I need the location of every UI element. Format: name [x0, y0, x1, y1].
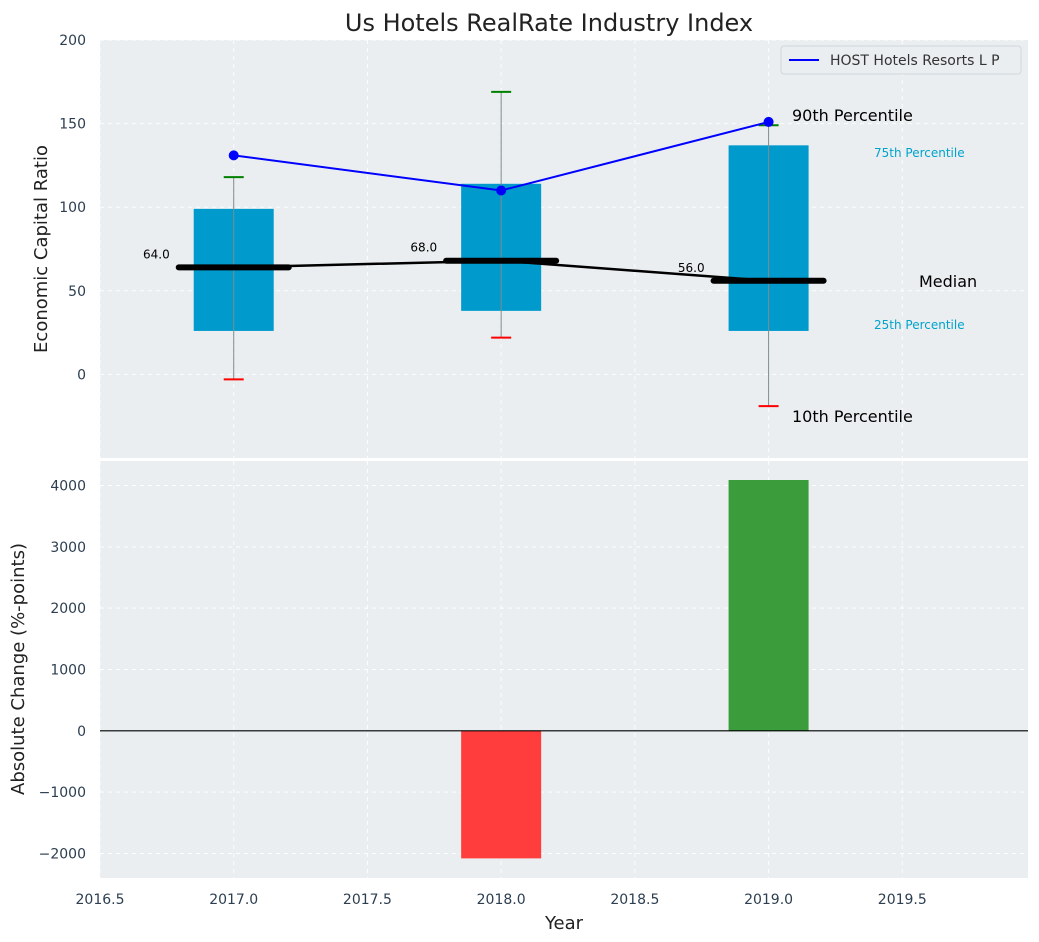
- change-bar-negative: [461, 730, 542, 859]
- bottom-y-tick-label: 0: [77, 724, 86, 740]
- bottom-y-tick-label: −2000: [39, 846, 86, 862]
- x-tick-label: 2017.0: [209, 892, 258, 908]
- legend: HOST Hotels Resorts L P: [780, 45, 1022, 75]
- top-panel-y-ticks: 0 50 100 150 200: [59, 33, 86, 383]
- annotation-median: Median: [919, 272, 977, 291]
- annotation-90th-percentile: 90th Percentile: [792, 106, 913, 125]
- bottom-y-tick-label: 3000: [50, 540, 86, 556]
- bottom-y-axis-label: Absolute Change (%-points): [8, 543, 29, 795]
- bottom-panel-marks: [100, 480, 1028, 859]
- median-value-label: 68.0: [410, 241, 437, 255]
- x-tick-label: 2019.5: [878, 892, 927, 908]
- annotation-10th-percentile: 10th Percentile: [792, 407, 913, 426]
- top-panel-marks: 64.0 68.0 56.0: [143, 90, 827, 408]
- bottom-y-tick-label: 4000: [50, 479, 86, 495]
- chart-title: Us Hotels RealRate Industry Index: [345, 9, 753, 37]
- x-tick-label: 2016.5: [76, 892, 125, 908]
- bottom-panel-grid: [99, 461, 1028, 878]
- top-y-tick-label: 150: [59, 117, 86, 133]
- median-value-label: 56.0: [678, 261, 705, 275]
- bottom-y-tick-label: 1000: [50, 663, 86, 679]
- x-tick-label: 2017.5: [343, 892, 392, 908]
- bottom-panel-y-ticks: 4000 3000 2000 1000 0 −1000 −2000: [39, 479, 86, 863]
- x-tick-label: 2018.5: [610, 892, 659, 908]
- top-y-tick-label: 200: [59, 33, 86, 49]
- top-y-tick-label: 50: [68, 284, 86, 300]
- annotation-75th-percentile: 75th Percentile: [874, 146, 965, 160]
- x-axis-ticks: 2016.5 2017.0 2017.5 2018.0 2018.5 2019.0 2019…: [76, 892, 927, 908]
- change-bar-positive: [728, 480, 809, 731]
- company-series-point: [228, 150, 239, 161]
- median-value-label: 64.0: [143, 247, 170, 261]
- top-y-axis-label: Economic Capital Ratio: [31, 145, 52, 353]
- x-axis-label: Year: [544, 913, 584, 934]
- top-y-tick-label: 100: [59, 200, 86, 216]
- legend-box: [780, 45, 1022, 75]
- bottom-y-tick-label: 2000: [50, 601, 86, 617]
- top-y-tick-label: 0: [77, 367, 86, 383]
- legend-entry: HOST Hotels Resorts L P: [830, 53, 1000, 69]
- company-series-point: [496, 185, 507, 196]
- x-tick-label: 2019.0: [744, 892, 793, 908]
- x-tick-label: 2018.0: [477, 892, 526, 908]
- company-series-point: [763, 116, 774, 127]
- bottom-y-tick-label: −1000: [39, 785, 86, 801]
- annotation-25th-percentile: 25th Percentile: [874, 318, 965, 332]
- percentile-annotations: 90th Percentile 75th Percentile Median 2…: [792, 106, 977, 426]
